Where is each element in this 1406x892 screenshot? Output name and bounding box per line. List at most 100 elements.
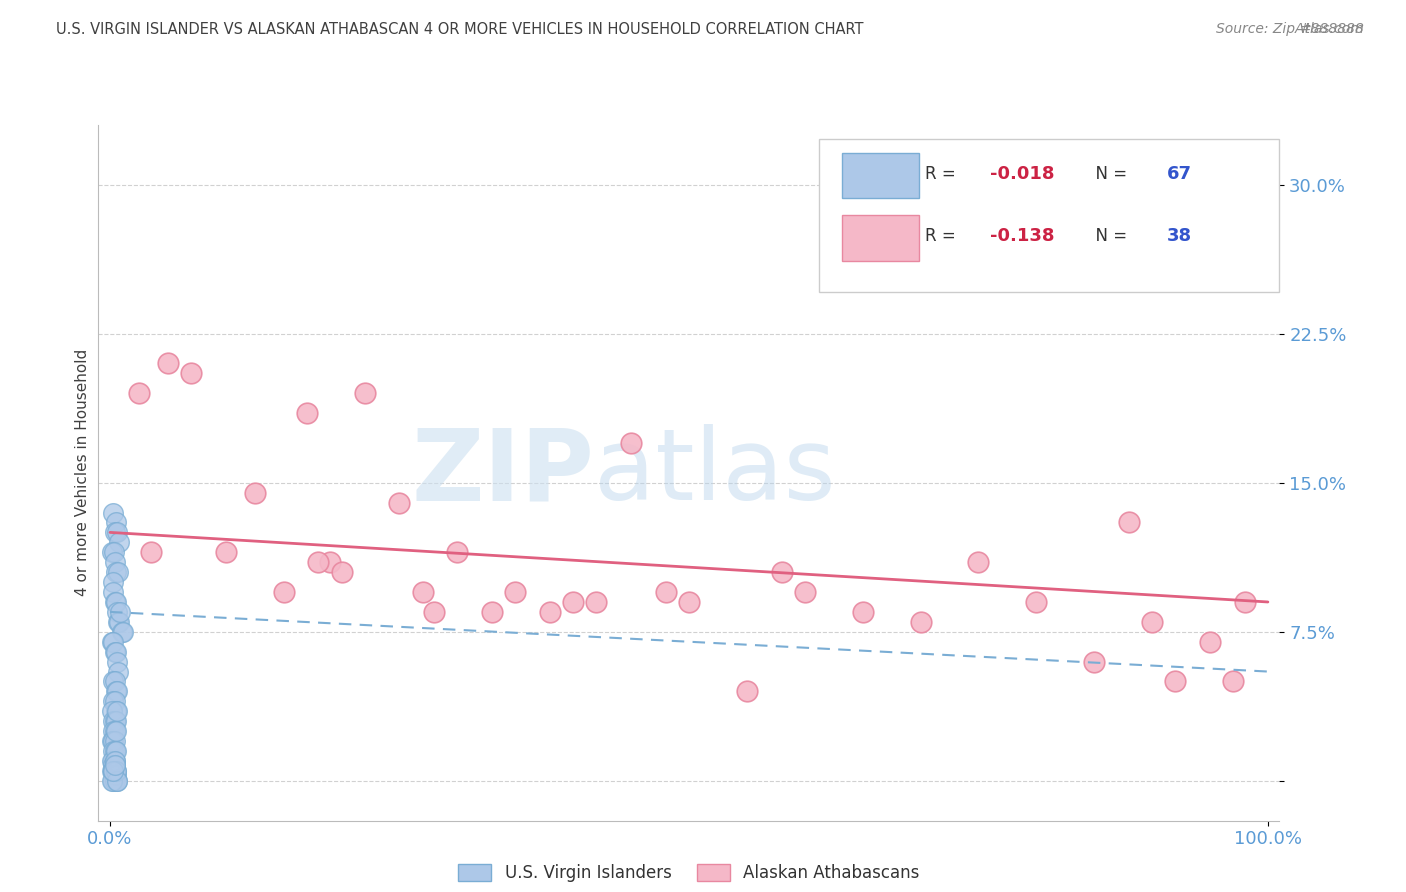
- Point: [1083, 655, 1105, 669]
- Point: [101, 754, 124, 768]
- Point: [104, 744, 127, 758]
- Point: [388, 495, 411, 509]
- Point: [110, 605, 132, 619]
- Point: [101, 734, 124, 748]
- Point: [110, 624, 132, 639]
- Text: 38: 38: [1167, 227, 1192, 245]
- Point: [107, 615, 129, 629]
- Text: -0.018: -0.018: [990, 165, 1054, 183]
- Point: [108, 615, 131, 629]
- Point: [104, 768, 127, 782]
- Point: [101, 773, 124, 788]
- Point: [103, 764, 125, 778]
- Point: [103, 724, 125, 739]
- Point: [585, 595, 607, 609]
- Point: [538, 605, 561, 619]
- Point: [101, 764, 124, 778]
- Point: [104, 694, 127, 708]
- Text: U.S. VIRGIN ISLANDER VS ALASKAN ATHABASCAN 4 OR MORE VEHICLES IN HOUSEHOLD CORRE: U.S. VIRGIN ISLANDER VS ALASKAN ATHABASC…: [56, 22, 863, 37]
- Point: [139, 545, 162, 559]
- Point: [104, 754, 127, 768]
- Text: #888888: #888888: [1299, 22, 1364, 37]
- Point: [967, 555, 990, 569]
- Point: [319, 555, 342, 569]
- Point: [104, 758, 127, 772]
- Point: [103, 764, 125, 778]
- Point: [180, 367, 202, 381]
- Point: [423, 605, 446, 619]
- Text: N =: N =: [1084, 165, 1132, 183]
- FancyBboxPatch shape: [842, 153, 920, 198]
- Point: [101, 704, 124, 718]
- Point: [215, 545, 238, 559]
- Text: -0.138: -0.138: [990, 227, 1054, 245]
- Point: [103, 754, 125, 768]
- Point: [330, 565, 353, 579]
- Point: [481, 605, 503, 619]
- Text: ZIP: ZIP: [412, 425, 595, 521]
- Point: [156, 356, 179, 370]
- Point: [1118, 516, 1140, 530]
- Text: R =: R =: [925, 165, 962, 183]
- Point: [105, 773, 128, 788]
- Point: [104, 714, 127, 729]
- Point: [111, 624, 134, 639]
- Point: [1164, 674, 1187, 689]
- Point: [104, 595, 127, 609]
- Point: [103, 714, 125, 729]
- Point: [105, 704, 128, 718]
- Point: [105, 655, 128, 669]
- Text: N =: N =: [1084, 227, 1132, 245]
- Point: [105, 605, 128, 619]
- Point: [108, 535, 131, 549]
- Legend: U.S. Virgin Islanders, Alaskan Athabascans: U.S. Virgin Islanders, Alaskan Athabasca…: [451, 857, 927, 888]
- Point: [107, 665, 129, 679]
- Point: [103, 773, 125, 788]
- Point: [793, 585, 815, 599]
- Point: [620, 436, 643, 450]
- Point: [678, 595, 700, 609]
- Point: [503, 585, 526, 599]
- Point: [103, 764, 125, 778]
- Point: [128, 386, 150, 401]
- Text: Source: ZipAtlas.com: Source: ZipAtlas.com: [1216, 22, 1364, 37]
- Point: [273, 585, 295, 599]
- Point: [104, 555, 127, 569]
- Point: [1233, 595, 1256, 609]
- Point: [107, 565, 129, 579]
- Y-axis label: 4 or more Vehicles in Household: 4 or more Vehicles in Household: [75, 349, 90, 597]
- Point: [852, 605, 875, 619]
- Point: [103, 634, 125, 648]
- Point: [101, 634, 124, 648]
- Point: [655, 585, 678, 599]
- Text: R =: R =: [925, 227, 962, 245]
- Point: [103, 674, 125, 689]
- Point: [103, 744, 125, 758]
- Point: [104, 724, 127, 739]
- Point: [103, 758, 125, 772]
- Point: [446, 545, 468, 559]
- Point: [1140, 615, 1163, 629]
- Point: [104, 754, 127, 768]
- Text: atlas: atlas: [595, 425, 837, 521]
- Point: [104, 744, 127, 758]
- FancyBboxPatch shape: [818, 139, 1279, 292]
- Point: [104, 764, 127, 778]
- Point: [104, 773, 127, 788]
- Point: [105, 684, 128, 698]
- Point: [104, 768, 127, 782]
- Point: [1222, 674, 1244, 689]
- Point: [104, 516, 127, 530]
- Point: [104, 674, 127, 689]
- Point: [103, 545, 125, 559]
- Point: [104, 645, 127, 659]
- Point: [104, 734, 127, 748]
- Point: [562, 595, 585, 609]
- Point: [104, 595, 127, 609]
- Point: [295, 406, 318, 420]
- Point: [1025, 595, 1047, 609]
- Point: [105, 525, 128, 540]
- Point: [105, 773, 128, 788]
- Text: 67: 67: [1167, 165, 1192, 183]
- Point: [104, 525, 127, 540]
